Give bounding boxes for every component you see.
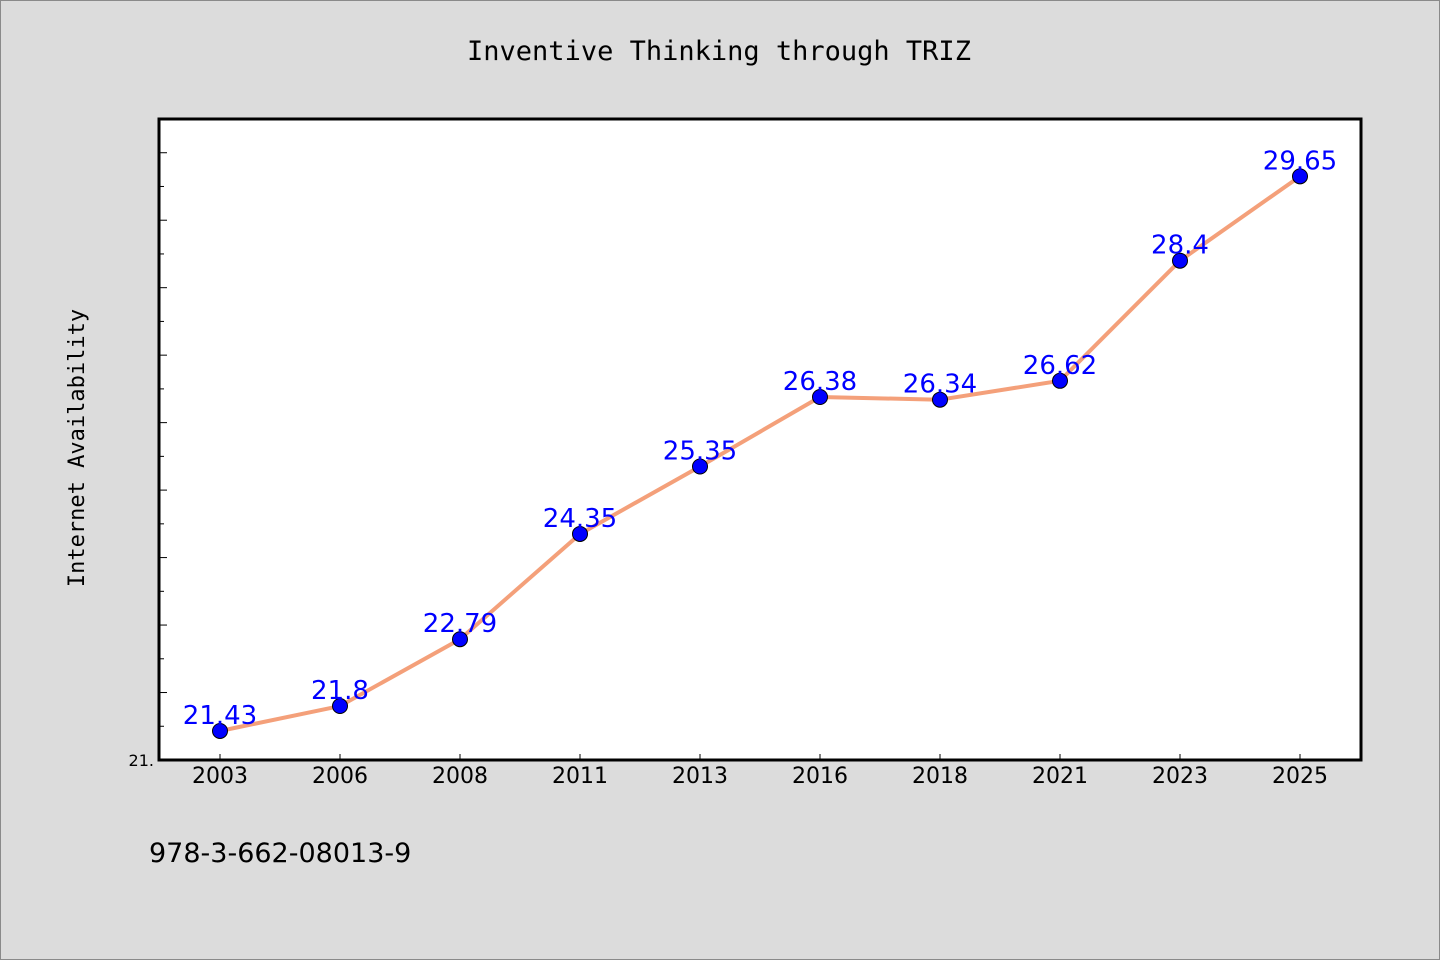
data-point <box>1172 252 1188 269</box>
data-label: 28.4 <box>1151 231 1209 261</box>
data-point <box>212 722 228 739</box>
x-tick-label: 2003 <box>192 764 248 789</box>
data-label: 26.62 <box>1023 351 1097 381</box>
data-label: 22.79 <box>423 609 497 639</box>
data-point <box>332 698 348 715</box>
data-point <box>1052 372 1068 389</box>
data-point <box>692 458 708 475</box>
data-point <box>932 391 948 408</box>
x-axis-tick-labels: 2003 2006 2008 2011 2013 2016 2018 2021 2023 2025 <box>192 764 1328 789</box>
data-label: 21.8 <box>311 676 369 706</box>
series-line-group <box>218 174 1302 733</box>
x-tick-label: 2025 <box>1272 764 1328 789</box>
data-markers <box>212 168 1308 739</box>
isbn-footer: 978-3-662-08013-9 <box>149 838 411 869</box>
data-labels: 21.43 21.8 22.79 24.35 25.35 26.38 26.34 26.62 2… <box>183 146 1337 731</box>
plot-area <box>157 117 1363 762</box>
x-tick-label: 2008 <box>432 764 488 789</box>
x-tick-label: 2016 <box>792 764 848 789</box>
y-axis-label: Internet Availability <box>65 309 90 587</box>
x-tick-label: 2021 <box>1032 764 1088 789</box>
data-label: 26.34 <box>903 370 977 400</box>
data-label: 26.38 <box>783 367 857 397</box>
x-tick-label: 2013 <box>672 764 728 789</box>
x-tick-label: 2011 <box>552 764 608 789</box>
data-label: 21.43 <box>183 701 257 731</box>
data-point <box>812 388 828 405</box>
x-tick-label: 2006 <box>312 764 368 789</box>
data-point <box>452 631 468 648</box>
chart-title: Inventive Thinking through TRIZ <box>467 36 971 67</box>
x-tick-label: 2018 <box>912 764 968 789</box>
y-axis-min-label: 21. <box>129 751 154 770</box>
data-label: 29.65 <box>1263 146 1337 176</box>
x-axis-ticks <box>219 754 1301 760</box>
data-point <box>572 525 588 542</box>
data-point <box>1292 168 1308 185</box>
series-line <box>218 174 1302 733</box>
x-tick-label: 2023 <box>1152 764 1208 789</box>
y-axis-ticks <box>159 118 167 727</box>
data-label: 25.35 <box>663 436 737 466</box>
data-label: 24.35 <box>543 504 617 534</box>
